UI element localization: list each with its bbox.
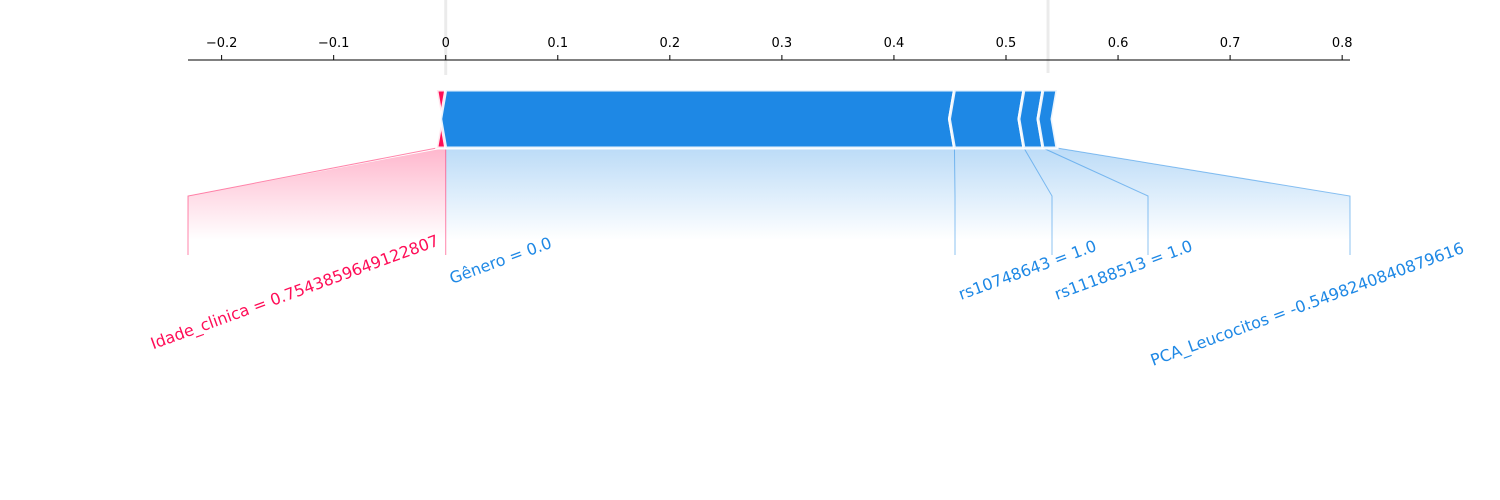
x-tick-label: 0 — [442, 36, 450, 51]
x-tick-label: 0.1 — [547, 36, 568, 51]
x-tick-label: 0.5 — [996, 36, 1017, 51]
feature-label: Idade_clinica = 0.7543859649122807 — [148, 231, 442, 354]
x-tick-label: −0.2 — [206, 36, 238, 51]
connector — [1023, 147, 1053, 255]
connector — [953, 147, 956, 255]
red-shade — [188, 148, 446, 240]
connector — [1056, 147, 1351, 255]
feature-label: Gênero = 0.0 — [447, 233, 554, 288]
x-tick-label: 0.3 — [772, 36, 793, 51]
x-tick-label: 0.8 — [1332, 36, 1353, 51]
force-segment — [439, 88, 957, 150]
x-tick-label: 0.4 — [884, 36, 905, 51]
x-tick-label: 0.6 — [1108, 36, 1129, 51]
x-tick-label: 0.7 — [1220, 36, 1241, 51]
output-value-label: 0.00 — [428, 0, 467, 2]
x-tick-label: −0.1 — [318, 36, 350, 51]
connector — [187, 147, 437, 255]
connector — [1042, 147, 1149, 255]
blue-shade — [445, 148, 1350, 240]
feature-label: PCA_Leucocitos = -0.5498240840879616 — [1148, 238, 1467, 370]
force-segment — [947, 88, 1026, 150]
force-segment — [1036, 88, 1059, 150]
x-tick-label: 0.2 — [659, 36, 680, 51]
